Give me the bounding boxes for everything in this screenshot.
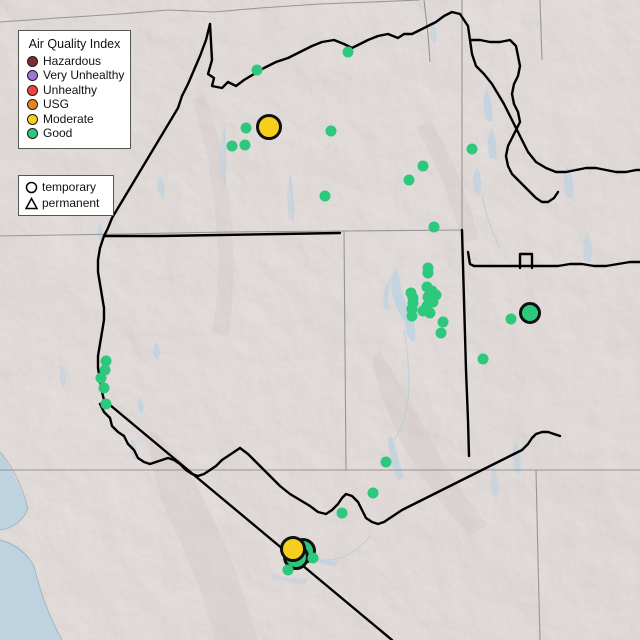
monitor-marker-good[interactable] [240,122,252,134]
monitor-marker-good[interactable] [100,398,112,410]
monitor-marker-good[interactable] [477,353,489,365]
legend-item-label: USG [43,97,70,112]
moderate-swatch-icon [27,113,38,125]
legend-item-unhealthy[interactable]: Unhealthy [27,83,122,98]
coastline [0,451,63,640]
legend-item-label: temporary [42,179,97,194]
monitor-marker-good[interactable] [99,364,111,376]
legend-title: Air Quality Index [28,37,121,51]
monitor-marker-good[interactable] [435,327,447,339]
monitor-marker-good[interactable] [519,302,541,324]
station-type-legend: temporary permanent [18,175,114,216]
legend-item-label: Good [43,126,73,141]
monitor-marker-good[interactable] [417,160,429,172]
monitor-marker-good[interactable] [421,300,433,312]
monitor-marker-good[interactable] [405,287,417,299]
monitor-marker-good[interactable] [98,382,110,394]
legend-item-very-unhealthy[interactable]: Very Unhealthy [27,68,125,84]
monitor-marker-good[interactable] [380,456,392,468]
monitor-marker-good[interactable] [417,305,429,317]
monitor-marker-good[interactable] [319,190,331,202]
legend-item-permanent[interactable]: permanent [24,195,107,211]
monitor-marker-good[interactable] [427,296,439,308]
usg-swatch-icon [27,99,38,111]
monitor-marker-good[interactable] [406,303,418,315]
legend-item-label: permanent [42,195,100,210]
monitor-marker-moderate[interactable] [280,536,306,562]
air-quality-index-legend: Air Quality Index Hazardous Very Unhealt… [18,30,131,149]
legend-item-label: Hazardous [43,53,102,68]
monitor-marker-good[interactable] [100,355,112,367]
triangle-outline-icon [24,196,39,210]
monitor-marker-good[interactable] [505,313,517,325]
monitor-marker-good[interactable] [325,125,337,137]
legend-item-label: Moderate [43,111,94,126]
water-bodies [0,20,592,640]
legend-item-temporary[interactable]: temporary [25,179,107,195]
monitor-marker-good[interactable] [342,46,354,58]
monitor-marker-good[interactable] [226,140,238,152]
monitor-marker-good[interactable] [466,143,478,155]
monitor-marker-good[interactable] [406,310,418,322]
monitor-marker-good[interactable] [430,289,442,301]
monitor-marker-good[interactable] [307,552,319,564]
legend-item-label: Unhealthy [43,82,98,97]
monitor-marker-good[interactable] [428,221,440,233]
very-unhealthy-swatch-icon [27,70,38,82]
monitor-marker-good[interactable] [95,372,107,384]
legend-item-hazardous[interactable]: Hazardous [27,54,122,69]
legend-item-label: Very Unhealthy [43,68,125,83]
legend-item-moderate[interactable]: Moderate [27,112,122,127]
monitor-marker-good[interactable] [424,307,436,319]
monitor-marker-good[interactable] [422,267,434,279]
hazardous-swatch-icon [27,55,38,67]
monitor-marker-good[interactable] [367,487,379,499]
legend-item-good[interactable]: Good [27,127,122,142]
good-swatch-icon [27,128,38,140]
monitor-marker-moderate[interactable] [256,114,282,140]
monitor-marker-good[interactable] [336,507,348,519]
monitor-marker-good[interactable] [437,316,449,328]
monitor-marker-good[interactable] [282,564,294,576]
monitor-marker-good[interactable] [239,139,251,151]
monitor-marker-good[interactable] [403,174,415,186]
legend-item-usg[interactable]: USG [27,98,122,113]
circle-outline-icon [25,181,38,194]
unhealthy-swatch-icon [27,84,38,96]
monitor-marker-good[interactable] [251,64,263,76]
monitor-marker-good[interactable] [422,291,434,303]
